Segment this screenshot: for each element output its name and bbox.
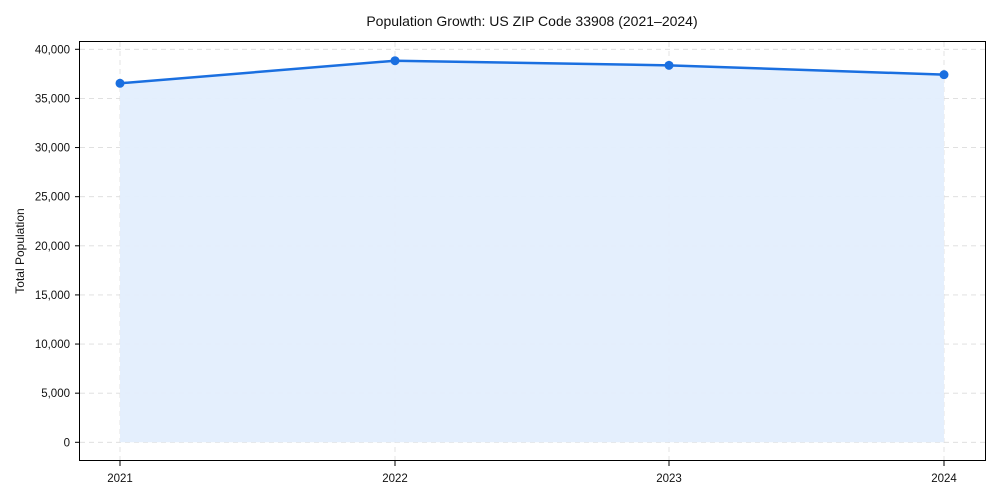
- data-points: [115, 56, 949, 88]
- x-tick-label: 2024: [931, 473, 957, 485]
- y-tick-label: 10,000: [35, 339, 70, 351]
- y-tick-label: 0: [64, 437, 70, 449]
- y-tick-label: 20,000: [35, 241, 70, 253]
- x-axis: 2021 2022 2023 2024: [107, 461, 957, 485]
- area-fill: [120, 60, 944, 443]
- y-tick-label: 15,000: [35, 290, 70, 302]
- data-point-2022: [390, 56, 400, 66]
- y-tick-label: 35,000: [35, 93, 70, 105]
- x-tick-label: 2021: [107, 473, 133, 485]
- y-axis: 0 5,000 10,000 15,000 20,000 25,000 30,000 35,0…: [35, 44, 80, 449]
- y-tick-label: 40,000: [35, 44, 70, 56]
- y-axis-label: Total Population: [13, 208, 27, 293]
- data-point-2021: [115, 78, 125, 88]
- y-tick-label: 30,000: [35, 143, 70, 155]
- x-tick-label: 2023: [656, 473, 682, 485]
- chart-title: Population Growth: US ZIP Code 33908 (20…: [366, 13, 697, 29]
- x-tick-label: 2022: [382, 473, 408, 485]
- plot-frame: [79, 41, 986, 461]
- data-line: [119, 59, 945, 85]
- y-tick-label: 5,000: [41, 388, 70, 400]
- data-point-2024: [939, 70, 949, 80]
- y-tick-label: 25,000: [35, 192, 70, 204]
- data-point-2023: [664, 60, 674, 70]
